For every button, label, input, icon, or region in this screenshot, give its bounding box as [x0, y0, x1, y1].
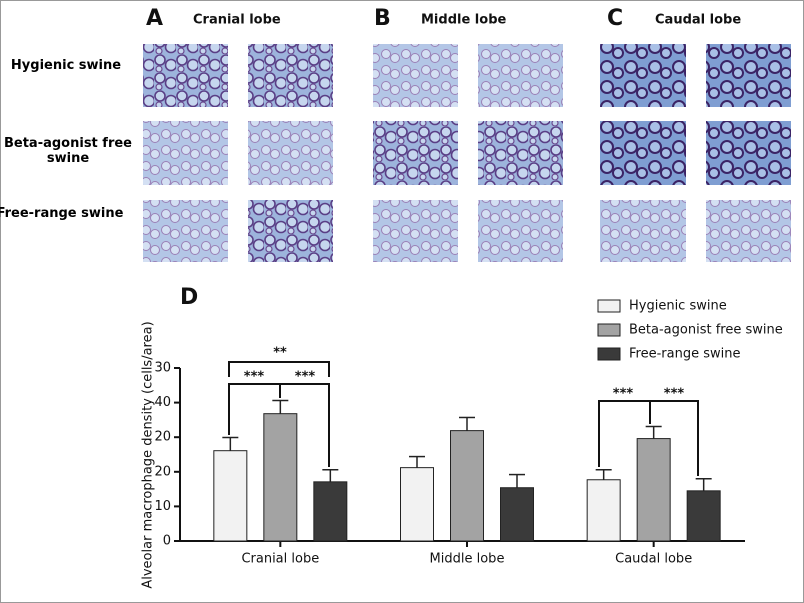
y-tick-label: 30 — [154, 361, 171, 376]
row-label: Hygienic swine — [10, 58, 122, 73]
micrograph — [373, 200, 458, 262]
y-tick-label: 20 — [154, 464, 171, 479]
bracket — [649, 400, 699, 476]
y-tick-label: 40 — [154, 395, 171, 410]
bar — [450, 430, 484, 542]
micrograph — [478, 200, 563, 262]
panel-letter: D — [180, 285, 198, 310]
micrograph — [248, 200, 333, 262]
micrograph — [143, 121, 228, 185]
micrograph — [706, 121, 791, 185]
significance: *** — [244, 370, 265, 385]
micrograph — [143, 44, 228, 107]
micrograph — [478, 121, 563, 185]
micrograph — [706, 200, 791, 262]
x-tick-label: Middle lobe — [430, 552, 505, 567]
micrograph — [248, 44, 333, 107]
bar — [213, 450, 248, 542]
micrograph — [248, 121, 333, 185]
row-label-box: Free-range swine — [0, 206, 124, 221]
legend-label: Beta-agonist free swine — [629, 323, 783, 338]
micrograph — [600, 121, 686, 185]
micrograph — [600, 44, 686, 107]
panel-letter: B — [374, 6, 391, 31]
bracket — [279, 383, 330, 467]
legend-swatch — [597, 347, 621, 361]
panel-title: Middle lobe — [421, 13, 506, 28]
panel-letter: C — [607, 6, 623, 31]
bar — [500, 487, 534, 542]
legend-swatch — [597, 323, 621, 337]
bracket — [228, 361, 330, 377]
bar — [400, 467, 434, 542]
micrograph — [143, 200, 228, 262]
bar — [263, 413, 298, 542]
significance: *** — [613, 387, 634, 402]
panel-title: Cranial lobe — [193, 13, 281, 28]
micrograph — [478, 44, 563, 107]
significance-brackets — [228, 361, 699, 476]
row-label: Free-range swine — [0, 206, 124, 221]
legend-label: Free-range swine — [629, 347, 740, 362]
micrograph — [600, 200, 686, 262]
panel-letter: A — [146, 6, 163, 31]
significance: *** — [664, 387, 685, 402]
significance: *** — [295, 370, 316, 385]
x-tick-label: Caudal lobe — [615, 552, 692, 567]
row-label-box: Beta-agonist free swine — [3, 136, 132, 166]
bar — [313, 481, 348, 542]
legend-swatch — [597, 299, 621, 313]
y-tick-label: 20 — [154, 430, 171, 445]
micrographs — [143, 44, 791, 262]
micrograph — [373, 121, 458, 185]
bar — [686, 490, 721, 542]
row-label-box: Hygienic swine — [10, 58, 122, 73]
significance: ** — [273, 346, 287, 361]
panel-title: Caudal lobe — [655, 13, 741, 28]
x-tick-label: Cranial lobe — [241, 552, 319, 567]
row-label: Beta-agonist free swine — [3, 136, 132, 166]
y-tick-label: 0 — [163, 534, 171, 549]
micrograph — [706, 44, 791, 107]
bar — [586, 479, 621, 542]
legend-label: Hygienic swine — [629, 299, 727, 314]
y-tick-label: 10 — [154, 499, 171, 514]
bar — [636, 438, 671, 542]
y-axis-label: Alveolar macrophage density (cells/area) — [141, 321, 156, 588]
micrograph — [373, 44, 458, 107]
